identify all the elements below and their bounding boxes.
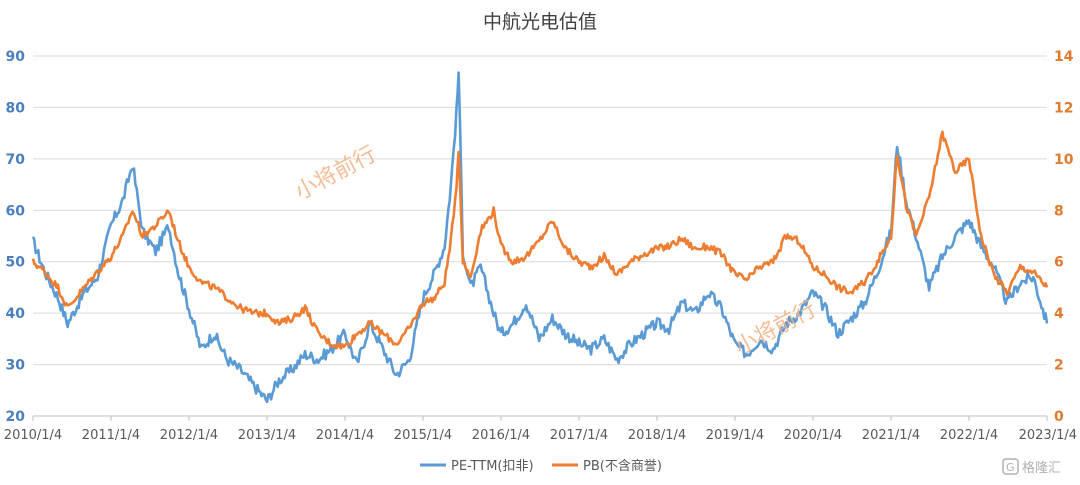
y-right-tick-label: 8 <box>1054 203 1064 219</box>
brand-logo: G 格隆汇 <box>1002 458 1061 476</box>
series-line-pe <box>31 71 1049 404</box>
x-tick-label: 2017/1/4 <box>550 428 608 443</box>
x-tick-label: 2012/1/4 <box>160 428 218 443</box>
y-left-tick-label: 40 <box>6 306 26 322</box>
chart-title: 中航光电估值 <box>483 11 597 33</box>
y-left-tick-label: 30 <box>6 358 26 374</box>
y-left-tick-label: 50 <box>6 255 26 271</box>
y-right-tick-label: 6 <box>1054 255 1064 271</box>
y-right-tick-label: 14 <box>1054 49 1074 65</box>
y-left-tick-label: 80 <box>6 100 26 116</box>
legend-pe-label: PE-TTM(扣非) <box>451 459 534 474</box>
y-right-tick-label: 10 <box>1054 152 1074 168</box>
brand-icon-glyph: G <box>1006 461 1015 474</box>
x-tick-label: 2010/1/4 <box>4 428 62 443</box>
x-tick-label: 2019/1/4 <box>706 428 764 443</box>
series-line-pb <box>31 130 1049 350</box>
y-left-tick-label: 20 <box>6 409 26 425</box>
series-group <box>31 71 1049 404</box>
grid-lines <box>33 55 1047 417</box>
y-right-tick-label: 4 <box>1054 306 1064 322</box>
x-tick-label: 2011/1/4 <box>82 428 140 443</box>
legend-pb-label: PB(不含商誉) <box>583 458 662 474</box>
y-right-tick-label: 0 <box>1054 409 1064 425</box>
x-tick-label: 2015/1/4 <box>394 428 452 443</box>
x-tick-label: 2021/1/4 <box>862 428 920 443</box>
y-axis-right: 0 2 4 6 8 10 12 14 <box>1054 49 1074 425</box>
x-tick-label: 2016/1/4 <box>472 428 530 443</box>
watermark-2: 小将前行 <box>731 297 820 360</box>
x-tick-label: 2022/1/4 <box>940 428 998 443</box>
y-left-tick-label: 90 <box>6 49 26 65</box>
x-tick-label: 2018/1/4 <box>628 428 686 443</box>
y-right-tick-label: 12 <box>1054 100 1073 116</box>
brand-icon <box>1002 458 1019 475</box>
legend: PE-TTM(扣非) PB(不含商誉) <box>420 458 662 474</box>
y-left-tick-label: 70 <box>6 152 26 168</box>
x-axis: 2010/1/4 2011/1/4 2012/1/4 2013/1/4 2014/1/4… <box>4 416 1077 443</box>
x-tick-label: 2014/1/4 <box>316 428 374 443</box>
x-tick-label: 2013/1/4 <box>238 428 296 443</box>
y-right-tick-label: 2 <box>1054 358 1064 374</box>
x-tick-label: 2023/1/4 <box>1019 428 1077 443</box>
y-axis-left: 20 30 40 50 60 70 80 90 <box>6 49 26 425</box>
x-tick-label: 2020/1/4 <box>784 428 842 443</box>
y-left-tick-label: 60 <box>6 203 26 219</box>
watermark-1: 小将前行 <box>291 142 380 205</box>
brand-text: 格隆汇 <box>1022 460 1061 476</box>
